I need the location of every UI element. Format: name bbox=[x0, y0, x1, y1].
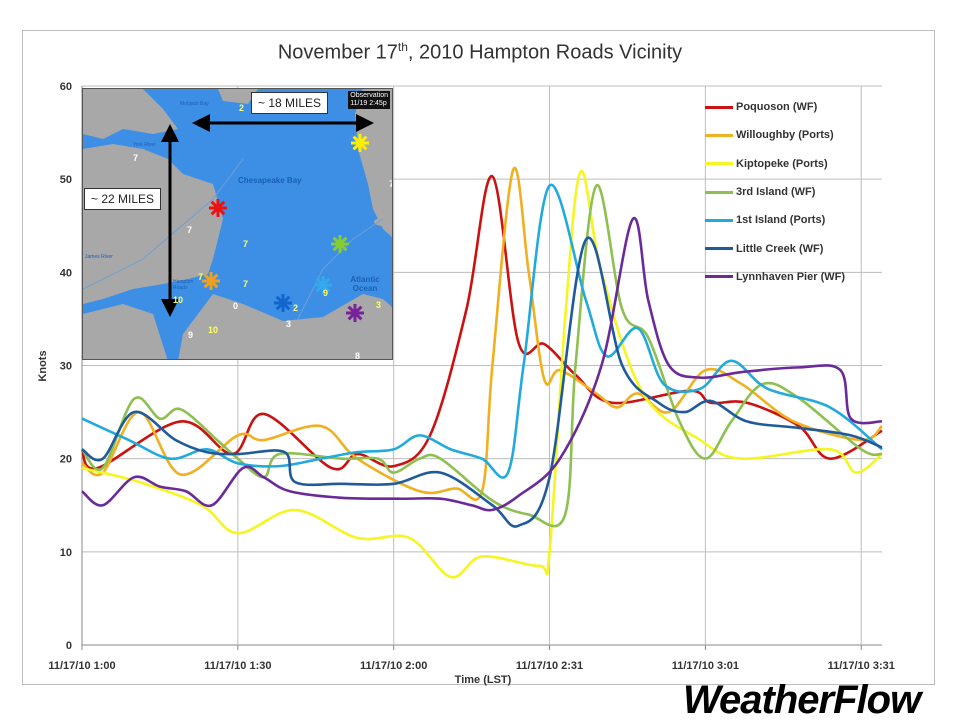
map-label-chesapeake-bay: Chesapeake Bay bbox=[238, 176, 302, 185]
legend-item: 3rd Island (WF) bbox=[705, 178, 880, 206]
wind-reading: 9 bbox=[188, 330, 194, 340]
legend-label: 1st Island (Ports) bbox=[736, 214, 826, 227]
wind-reading: 3 bbox=[286, 319, 292, 329]
map-label-atlantic-ocean: Atlantic Ocean bbox=[350, 275, 380, 293]
legend-label: Little Creek (WF) bbox=[736, 242, 824, 255]
series-line-6 bbox=[81, 216, 883, 512]
wind-reading: 7 bbox=[187, 225, 193, 235]
legend-swatch bbox=[705, 275, 733, 279]
y-tick-label: 30 bbox=[60, 361, 72, 373]
wind-reading: 7 bbox=[389, 179, 392, 189]
asterisk-stroke bbox=[347, 305, 363, 321]
legend-label: 3rd Island (WF) bbox=[736, 186, 816, 199]
station-marker-icon bbox=[351, 134, 369, 152]
wind-reading: 7 bbox=[243, 279, 249, 289]
legend-swatch bbox=[705, 190, 733, 194]
wind-reading: 7 bbox=[198, 272, 204, 282]
legend-label: Willoughby (Ports) bbox=[736, 129, 834, 142]
map-background bbox=[83, 89, 392, 359]
weatherflow-logo: WeatherFlow bbox=[683, 678, 921, 722]
distance-label-vertical: ~ 22 MILES bbox=[84, 188, 162, 210]
legend-swatch bbox=[705, 218, 733, 222]
legend-item: Poquoson (WF) bbox=[705, 93, 880, 121]
station-marker-icon bbox=[314, 276, 332, 294]
wind-reading: 3 bbox=[376, 300, 382, 310]
x-tick-label: 11/17/10 3:01 bbox=[672, 660, 739, 672]
station-marker-icon bbox=[346, 304, 364, 322]
x-tick-label: 11/17/10 1:30 bbox=[204, 660, 271, 672]
legend-swatch bbox=[705, 133, 733, 137]
y-tick-label: 60 bbox=[60, 81, 72, 93]
series-line-2 bbox=[81, 170, 883, 579]
map-inset: Mobjack Bay York River Hampton Roads Jam… bbox=[82, 88, 393, 360]
asterisk-stroke bbox=[275, 295, 291, 311]
map-label-hampton-roads: Hampton Roads bbox=[173, 279, 194, 291]
y-tick-label: 0 bbox=[66, 640, 72, 652]
station-marker-icon bbox=[202, 272, 220, 290]
wind-reading: 2 bbox=[293, 303, 299, 313]
y-axis-label: Knots bbox=[37, 350, 49, 381]
wind-reading: 7 bbox=[243, 239, 249, 249]
map-label-york-river: York River bbox=[133, 142, 156, 148]
series-line-1 bbox=[81, 166, 883, 501]
asterisk-stroke bbox=[332, 236, 348, 252]
y-tick-label: 10 bbox=[60, 547, 72, 559]
asterisk-stroke bbox=[315, 277, 331, 293]
series-line-5 bbox=[81, 236, 883, 528]
wind-reading: 2 bbox=[239, 103, 245, 113]
series-line-3 bbox=[80, 184, 883, 528]
wind-reading: 8 bbox=[355, 351, 361, 360]
map-label-james-river: James River bbox=[85, 254, 113, 260]
wind-reading: 9 bbox=[323, 288, 329, 298]
legend-item: Kiptopeke (Ports) bbox=[705, 150, 880, 178]
y-tick-label: 50 bbox=[60, 174, 72, 186]
legend-item: Willoughby (Ports) bbox=[705, 121, 880, 149]
wind-reading: 0 bbox=[233, 301, 239, 311]
legend-label: Poquoson (WF) bbox=[736, 101, 818, 114]
map-label-mobjack-bay: Mobjack Bay bbox=[180, 101, 209, 107]
station-marker-icon bbox=[331, 235, 349, 253]
asterisk-stroke bbox=[203, 273, 219, 289]
legend-swatch bbox=[705, 105, 733, 109]
x-tick-label: 11/17/10 3:31 bbox=[828, 660, 895, 672]
distance-label-horizontal: ~ 18 MILES bbox=[251, 92, 329, 114]
asterisk-stroke bbox=[210, 200, 226, 216]
x-tick-label: 11/17/10 2:00 bbox=[360, 660, 427, 672]
legend-item: Lynnhaven Pier (WF) bbox=[705, 263, 880, 291]
legend-item: Little Creek (WF) bbox=[705, 234, 880, 262]
wind-reading: 10 bbox=[208, 325, 219, 335]
x-tick-label: 11/17/10 1:00 bbox=[48, 660, 115, 672]
legend-item: 1st Island (Ports) bbox=[705, 206, 880, 234]
station-marker-icon bbox=[274, 294, 292, 312]
series-line-4 bbox=[81, 183, 883, 479]
legend-label: Lynnhaven Pier (WF) bbox=[736, 270, 845, 283]
wind-reading: 10 bbox=[173, 295, 184, 305]
x-tick-label: 11/17/10 2:31 bbox=[516, 660, 583, 672]
legend-swatch bbox=[705, 162, 733, 166]
observation-timestamp: Observation 11/19 2:45p bbox=[348, 91, 390, 109]
chart-title: November 17th, 2010 Hampton Roads Vicini… bbox=[277, 40, 683, 64]
station-marker-icon bbox=[209, 199, 227, 217]
x-axis-label: Time (LST) bbox=[455, 674, 512, 686]
y-tick-label: 20 bbox=[60, 454, 72, 466]
distance-arrows bbox=[161, 114, 374, 322]
legend-label: Kiptopeke (Ports) bbox=[736, 157, 828, 170]
asterisk-stroke bbox=[352, 135, 368, 151]
legend-swatch bbox=[705, 247, 733, 251]
chart-legend: Poquoson (WF) Willoughby (Ports) Kiptopeke… bbox=[705, 93, 880, 291]
y-tick-label: 40 bbox=[60, 267, 72, 279]
wind-reading: 7 bbox=[133, 153, 139, 163]
